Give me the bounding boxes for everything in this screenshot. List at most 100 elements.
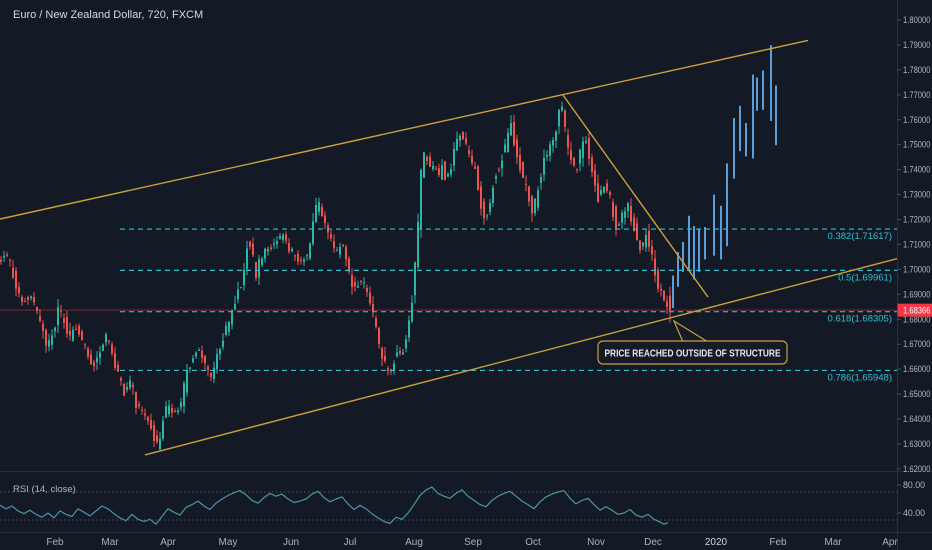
rsi-line [0,486,669,525]
time-axis-month-label: Mar [101,537,119,548]
candle-body [435,168,437,170]
projection-bar [775,85,777,146]
projection-bar [745,123,747,157]
candle-body [477,166,479,191]
candle-body [102,344,104,351]
rsi-pane[interactable]: RSI (14, close) [0,484,897,525]
candle-body [183,383,185,407]
candle-body [273,243,275,245]
candle-body [639,240,641,251]
symbol-title[interactable]: Euro / New Zealand Dollar, 720, FXCM [13,9,203,21]
price-tick-label: 1.63000 [903,439,931,449]
price-tick-label: 1.73000 [903,190,931,200]
candle-body [264,248,266,259]
candle-body [372,304,374,312]
candle-body [654,258,656,276]
candle-body [297,253,299,262]
candle-body [339,246,341,255]
fib-level-label: 0.786(1.65948) [828,372,892,383]
candle-body [666,301,668,307]
candle-body [534,198,536,214]
candle-body [48,340,50,347]
annotation-text: PRICE REACHED OUTSIDE OF STRUCTURE [605,349,781,360]
price-tick-label: 1.72000 [903,215,931,225]
time-axis-month-label: May [219,537,238,548]
fib-retracement[interactable]: 0.382(1.71617) 0.5(1.69961) 0.618(1.68305)… [120,228,897,383]
candle-body [288,243,290,252]
candle-body [342,244,344,247]
candle-body [603,186,605,193]
candle-body [12,267,14,278]
candle-body [417,221,419,268]
candle-body [306,255,308,257]
candle-body [612,201,614,218]
price-tick-label: 1.62000 [903,464,931,474]
candle-body [489,203,491,212]
projection-bar-series[interactable] [672,45,777,309]
projection-bar [682,241,684,272]
candle-body [354,282,356,287]
candle-body [120,378,122,381]
candle-body [543,158,545,175]
candle-body [378,328,380,345]
time-axis[interactable]: Feb Mar Apr May Jun Jul Aug Sep Oct Nov Dec 2020 Feb… [46,537,898,548]
candle-body [462,132,464,140]
candle-body [396,352,398,357]
candle-body [309,243,311,259]
candle-body [129,380,131,388]
candle-body [111,344,113,354]
candle-body [321,206,323,217]
candle-body [585,140,587,143]
trendline-upper-channel[interactable] [0,39,809,220]
candle-body [231,310,233,325]
candle-body [135,391,137,408]
candle-body [234,304,236,309]
price-axis[interactable]: 1.80000 1.79000 1.78000 1.77000 1.76000 1.750… [897,15,932,518]
candle-body [495,176,497,179]
candle-body [345,246,347,260]
candle-body [105,334,107,343]
candle-body [198,349,200,351]
trendline-wedge[interactable] [562,94,709,298]
candle-body [294,255,296,257]
price-tick-label: 1.65000 [903,389,931,399]
last-price-tag [897,303,932,317]
candle-body [351,274,353,287]
price-tick-label: 1.67000 [903,339,931,349]
trendline-lower-channel[interactable] [144,257,897,456]
fib-level-label: 0.618(1.68305) [828,314,892,325]
candle-body [243,269,245,286]
candle-body [582,141,584,158]
candle-body [558,110,560,127]
price-tick-label: 1.64000 [903,414,931,424]
price-tick-label: 1.70000 [903,264,931,274]
candle-body [303,259,305,262]
candle-body [540,177,542,183]
candle-body [171,408,173,413]
candlestick-series[interactable] [0,101,671,450]
candle-body [324,215,326,224]
projection-bar [698,229,700,272]
candle-body [528,186,530,202]
candle-body [69,331,71,336]
annotation-callout[interactable]: PRICE REACHED OUTSIDE OF STRUCTURE [597,319,788,365]
candle-body [498,169,500,171]
candle-body [621,212,623,223]
candle-body [471,155,473,164]
candle-body [312,221,314,244]
rsi-indicator-label[interactable]: RSI (14, close) [13,484,76,495]
time-axis-month-label: Jul [344,537,357,548]
candle-body [627,203,629,212]
candle-body [474,166,476,169]
projection-bar [752,74,754,159]
main-pane[interactable]: 0.382(1.71617) 0.5(1.69961) 0.618(1.68305)… [0,39,897,456]
candle-body [267,249,269,252]
annotation-box[interactable] [597,340,788,365]
candle-body [9,259,11,261]
candle-body [516,139,518,158]
time-axis-month-label: Feb [769,537,787,548]
candle-body [0,259,2,262]
projection-bar [720,205,722,260]
